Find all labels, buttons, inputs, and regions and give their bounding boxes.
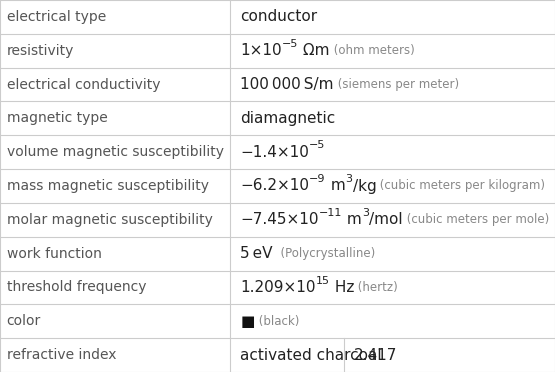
Text: Hz: Hz bbox=[330, 280, 354, 295]
Text: refractive index: refractive index bbox=[7, 348, 116, 362]
Text: 15: 15 bbox=[316, 276, 330, 286]
Text: molar magnetic susceptibility: molar magnetic susceptibility bbox=[7, 213, 213, 227]
Text: electrical conductivity: electrical conductivity bbox=[7, 77, 160, 92]
Text: −5: −5 bbox=[309, 140, 326, 150]
Text: 2.417: 2.417 bbox=[354, 347, 397, 363]
Text: resistivity: resistivity bbox=[7, 44, 74, 58]
Text: Ωm: Ωm bbox=[299, 43, 330, 58]
Text: (Polycrystalline): (Polycrystalline) bbox=[273, 247, 375, 260]
Text: −7.45×10: −7.45×10 bbox=[240, 212, 319, 227]
Text: (cubic meters per kilogram): (cubic meters per kilogram) bbox=[376, 180, 546, 192]
Text: m: m bbox=[342, 212, 362, 227]
Text: −5: −5 bbox=[282, 39, 299, 49]
Text: −9: −9 bbox=[309, 174, 326, 184]
Text: diamagnetic: diamagnetic bbox=[240, 111, 336, 126]
Text: 100 000 S/m: 100 000 S/m bbox=[240, 77, 334, 92]
Text: (black): (black) bbox=[255, 315, 299, 328]
Text: volume magnetic susceptibility: volume magnetic susceptibility bbox=[7, 145, 224, 159]
Text: (hertz): (hertz) bbox=[354, 281, 398, 294]
Text: m: m bbox=[326, 179, 346, 193]
Text: electrical type: electrical type bbox=[7, 10, 106, 24]
Text: /kg: /kg bbox=[352, 179, 376, 193]
Text: 1.209×10: 1.209×10 bbox=[240, 280, 316, 295]
Text: ■: ■ bbox=[240, 314, 255, 329]
Text: work function: work function bbox=[7, 247, 102, 261]
Text: −11: −11 bbox=[319, 208, 342, 218]
Text: (siemens per meter): (siemens per meter) bbox=[334, 78, 459, 91]
Text: /mol: /mol bbox=[369, 212, 402, 227]
Text: 3: 3 bbox=[362, 208, 369, 218]
Text: threshold frequency: threshold frequency bbox=[7, 280, 146, 295]
Text: (ohm meters): (ohm meters) bbox=[330, 44, 415, 57]
Text: 5 eV: 5 eV bbox=[240, 246, 273, 261]
Text: conductor: conductor bbox=[240, 9, 317, 25]
Text: 1×10: 1×10 bbox=[240, 43, 282, 58]
Text: −6.2×10: −6.2×10 bbox=[240, 179, 309, 193]
Text: magnetic type: magnetic type bbox=[7, 111, 108, 125]
Text: activated charcoal: activated charcoal bbox=[240, 347, 382, 363]
Text: 3: 3 bbox=[346, 174, 352, 184]
Text: (cubic meters per mole): (cubic meters per mole) bbox=[402, 213, 549, 226]
Text: color: color bbox=[7, 314, 41, 328]
Text: −1.4×10: −1.4×10 bbox=[240, 145, 309, 160]
Text: mass magnetic susceptibility: mass magnetic susceptibility bbox=[7, 179, 209, 193]
